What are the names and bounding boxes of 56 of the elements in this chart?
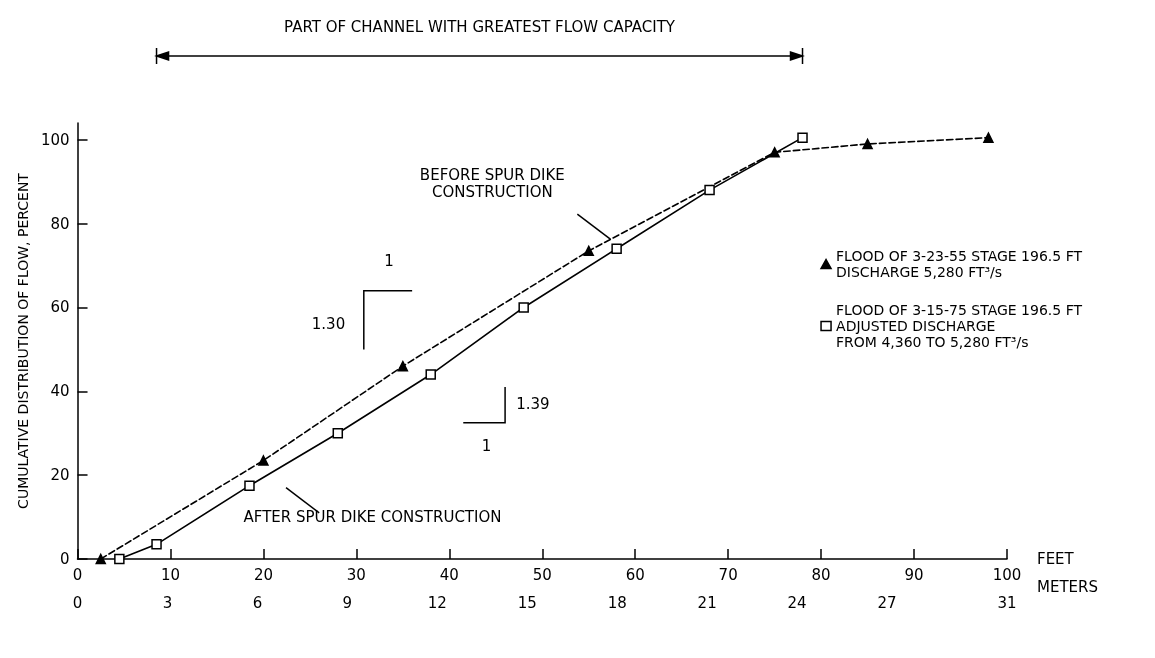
x2-tick-label: 15	[517, 593, 537, 612]
point	[397, 360, 409, 372]
x-tick-label: 80	[811, 565, 831, 584]
point	[862, 138, 873, 150]
x2-axis-title: METERS	[1037, 578, 1099, 596]
y-tick-label: 40	[50, 382, 70, 401]
x2-tick-label: 6	[252, 593, 263, 612]
point	[258, 455, 269, 466]
x-tick-label: 70	[718, 565, 738, 584]
y-tick-label: 0	[59, 550, 70, 568]
annotation: 1.30	[311, 315, 346, 334]
legend-label: FLOOD OF 3-15-75 STAGE 196.5 FT ADJUSTED DISCHARGE FROM 4,360 TO 5,280 FT³/s	[836, 302, 1083, 350]
x2-tick-label: 21	[697, 593, 717, 612]
x-tick-label: 0	[72, 565, 83, 584]
x-tick-label: 50	[532, 565, 552, 584]
y-tick-label: 20	[50, 466, 70, 485]
legend-label: FLOOD OF 3-23-55 STAGE 196.5 FT DISCHARGE 5,280 FT³/s	[836, 248, 1083, 280]
point	[95, 553, 107, 565]
annotation: 1	[384, 252, 394, 271]
x-tick-label: 60	[625, 565, 645, 584]
point	[332, 427, 344, 439]
annotation: 1.39	[516, 394, 550, 413]
x-tick-label: 100	[992, 565, 1022, 584]
x2-tick-label: 31	[997, 593, 1017, 612]
y-tick-label: 100	[40, 130, 70, 149]
x-tick-label: 90	[904, 565, 924, 584]
point	[583, 245, 594, 257]
annotation: AFTER SPUR DIKE CONSTRUCTION	[243, 508, 502, 527]
annotation: BEFORE SPUR DIKE CONSTRUCTION	[419, 165, 565, 201]
x2-tick-label: 24	[787, 593, 807, 612]
x2-tick-label: 12	[427, 593, 447, 612]
x-tick-label: 30	[346, 565, 366, 584]
point	[983, 132, 994, 143]
y-tick-label: 60	[50, 298, 70, 317]
x2-tick-label: 3	[162, 593, 173, 612]
x-tick-label: 40	[439, 565, 459, 584]
x2-tick-label: 27	[877, 593, 897, 612]
point	[518, 302, 529, 313]
point	[797, 132, 808, 143]
x2-tick-label: 18	[607, 593, 627, 612]
point	[704, 184, 715, 196]
x-axis-title: FEET	[1037, 550, 1075, 568]
point	[769, 147, 780, 158]
text: PART OF CHANNEL WITH GREATEST FLOW CAPACITY	[284, 17, 676, 36]
y-tick-label: 80	[50, 214, 70, 233]
point	[244, 480, 255, 491]
point	[114, 553, 125, 565]
point	[611, 243, 622, 255]
annotation: 1	[481, 436, 492, 455]
point	[425, 369, 436, 380]
x-tick-label: 10	[160, 565, 181, 584]
y-axis-title: CUMULATIVE DISTRIBUTION OF FLOW, PERCENT	[15, 172, 31, 509]
x2-tick-label: 0	[72, 593, 83, 612]
x-tick-label: 20	[253, 565, 273, 584]
x2-tick-label: 9	[342, 593, 353, 612]
point	[151, 539, 162, 550]
